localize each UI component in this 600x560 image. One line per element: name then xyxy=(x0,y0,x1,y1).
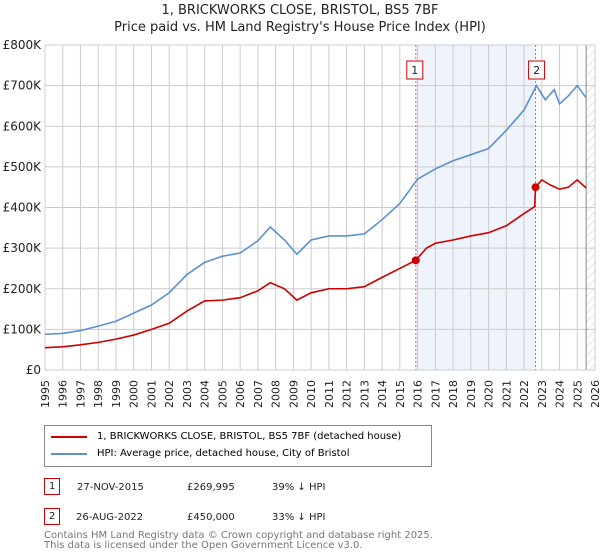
sale-date: 26-AUG-2022 xyxy=(76,512,144,523)
x-tick-label: 2010 xyxy=(305,380,318,408)
x-tick-label: 2012 xyxy=(341,380,354,408)
sale-hpi-diff: 39% ↓ HPI xyxy=(272,482,326,493)
sale-point xyxy=(411,256,420,265)
x-tick-label: 2021 xyxy=(500,380,513,408)
x-tick-label: 2009 xyxy=(287,380,300,408)
sale-badge: 2 xyxy=(44,508,61,525)
x-tick-label: 2001 xyxy=(145,380,158,408)
y-tick-label: £200K xyxy=(3,282,43,296)
y-tick-label: £600K xyxy=(3,119,43,133)
y-tick-label: £800K xyxy=(3,38,43,52)
x-tick-label: 2017 xyxy=(429,380,442,408)
x-tick-label: 2015 xyxy=(394,380,407,408)
x-tick-label: 2002 xyxy=(163,380,176,408)
x-tick-label: 2022 xyxy=(518,380,531,408)
sale-badge: 1 xyxy=(44,478,61,495)
y-tick-label: £500K xyxy=(3,160,43,174)
sale-label-box xyxy=(528,60,546,80)
sale-label-box xyxy=(406,60,424,80)
x-tick-label: 2014 xyxy=(376,380,389,408)
x-tick-label: 1997 xyxy=(74,380,87,408)
legend-swatch-price xyxy=(51,435,87,438)
x-tick-label: 2008 xyxy=(270,380,283,408)
y-tick-label: £300K xyxy=(3,241,43,255)
x-tick-label: 2018 xyxy=(447,380,460,408)
x-tick-label: 2007 xyxy=(252,380,265,408)
legend-label-hpi: HPI: Average price, detached house, City… xyxy=(97,448,350,459)
y-tick-label: £100K xyxy=(3,322,43,336)
x-tick-label: 1999 xyxy=(110,380,123,408)
x-tick-label: 2004 xyxy=(199,380,212,408)
x-tick-label: 2019 xyxy=(465,380,478,408)
chart-title: 1, BRICKWORKS CLOSE, BRISTOL, BS5 7BF xyxy=(161,3,439,18)
x-tick-label: 2024 xyxy=(554,380,567,408)
legend-label-price: 1, BRICKWORKS CLOSE, BRISTOL, BS5 7BF (d… xyxy=(97,431,402,442)
x-tick-label: 1998 xyxy=(92,380,105,408)
sale-date: 27-NOV-2015 xyxy=(77,482,144,493)
x-tick-label: 1996 xyxy=(57,380,70,408)
x-tick-label: 1995 xyxy=(39,380,52,408)
footer-line: Contains HM Land Registry data © Crown c… xyxy=(44,530,433,541)
sale-price: £269,995 xyxy=(187,482,235,493)
plot-border xyxy=(44,44,596,371)
hpi-line xyxy=(44,84,587,336)
x-tick-label: 2005 xyxy=(216,380,229,408)
x-tick-label: 2016 xyxy=(412,380,425,408)
y-tick-label: £700K xyxy=(3,79,43,93)
sale-point xyxy=(531,183,540,192)
x-tick-label: 2000 xyxy=(128,380,141,408)
sale-price: £450,000 xyxy=(187,512,235,523)
x-tick-label: 2013 xyxy=(358,380,371,408)
legend: 1, BRICKWORKS CLOSE, BRISTOL, BS5 7BF (d… xyxy=(44,425,432,467)
y-tick-label: £400K xyxy=(3,201,43,215)
x-tick-label: 2025 xyxy=(571,380,584,408)
x-tick-label: 2020 xyxy=(483,380,496,408)
legend-swatch-hpi xyxy=(51,452,87,455)
chart-subtitle: Price paid vs. HM Land Registry's House … xyxy=(114,20,486,35)
sale-hpi-diff: 33% ↓ HPI xyxy=(272,512,326,523)
footer: Contains HM Land Registry data © Crown c… xyxy=(44,531,433,551)
y-tick-label: £0 xyxy=(26,363,41,377)
x-tick-label: 2006 xyxy=(234,380,247,408)
x-tick-label: 2026 xyxy=(589,380,600,408)
sale-label: 1 xyxy=(411,64,418,77)
plot-area: 1995 1996 1997 1998 1999 2000 2001 2002 2003 2004… xyxy=(3,38,600,408)
footer-line: This data is licensed under the Open Gov… xyxy=(44,540,363,551)
x-tick-label: 2023 xyxy=(536,380,549,408)
x-tick-label: 2011 xyxy=(323,380,336,408)
x-tick-label: 2003 xyxy=(181,380,194,408)
sale-label: 2 xyxy=(533,64,540,77)
